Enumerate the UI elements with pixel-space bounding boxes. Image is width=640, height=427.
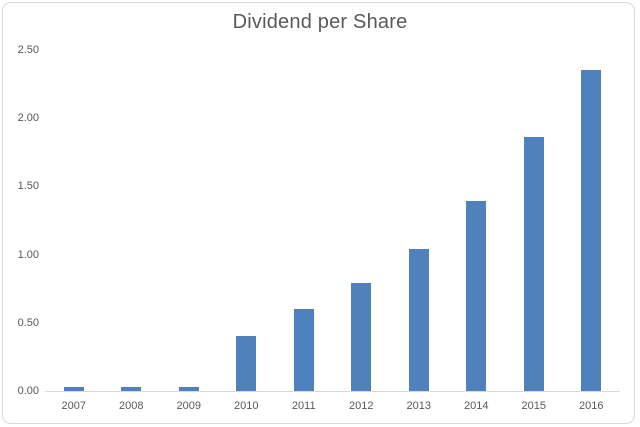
- x-tick-label: 2014: [464, 400, 489, 412]
- y-tick-label: 1.50: [17, 180, 39, 193]
- x-tick-label: 2015: [521, 400, 546, 412]
- bar-2007: [63, 387, 84, 391]
- bar-2016: [581, 70, 602, 391]
- bar-2015: [523, 137, 544, 391]
- x-tick-label: 2016: [579, 400, 604, 412]
- plot-area: [45, 50, 620, 392]
- bar-2009: [178, 387, 199, 391]
- y-tick-label: 1.00: [17, 248, 39, 261]
- x-tick-label: 2007: [61, 400, 86, 412]
- chart-title: Dividend per Share: [232, 11, 408, 33]
- x-tick-label: 2012: [349, 400, 374, 412]
- x-tick-label: 2011: [291, 400, 316, 412]
- bar-2012: [351, 283, 372, 391]
- y-tick-label: 0.00: [17, 385, 39, 397]
- x-tick-label: 2008: [119, 400, 144, 412]
- y-tick-label: 2.00: [17, 112, 39, 125]
- y-tick-label: 2.50: [17, 44, 39, 56]
- x-tick-label: 2013: [406, 400, 431, 412]
- x-tick-label: 2009: [176, 400, 201, 412]
- y-tick-label: 0.50: [17, 316, 39, 329]
- bar-2013: [408, 249, 429, 391]
- bar-2011: [293, 309, 314, 391]
- bar-2010: [236, 336, 257, 391]
- bar-2008: [121, 387, 142, 391]
- x-tick-label: 2010: [234, 400, 259, 412]
- bar-2014: [466, 201, 487, 391]
